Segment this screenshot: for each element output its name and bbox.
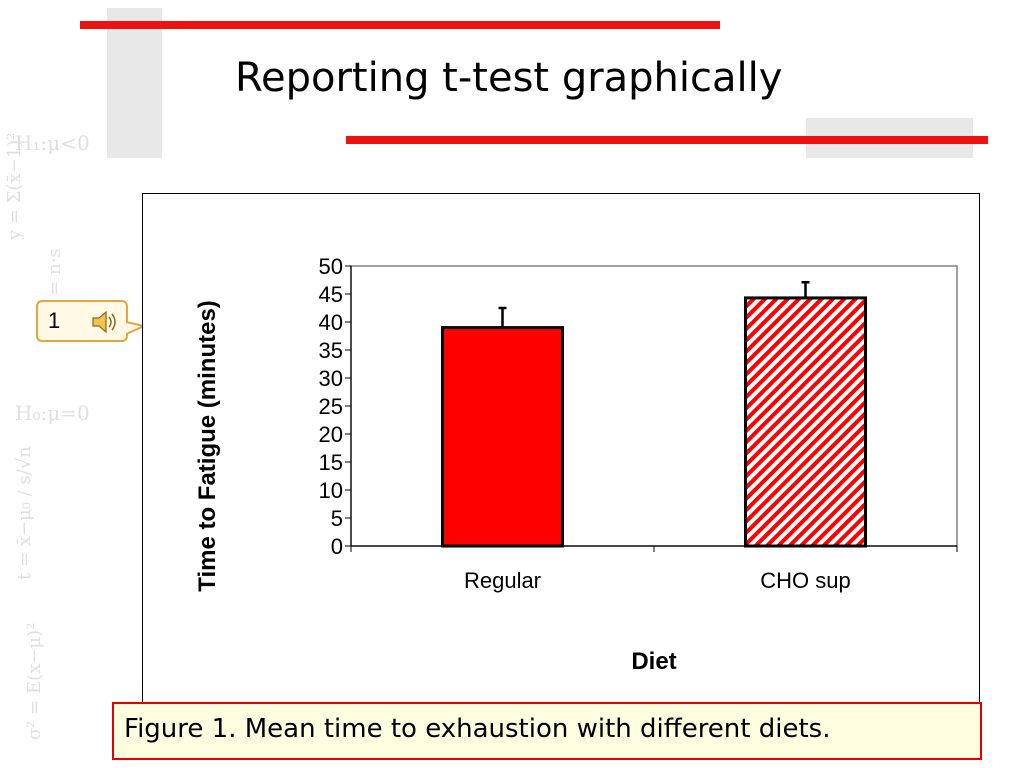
svg-text:σ² = E(x−μ)²: σ² = E(x−μ)² xyxy=(24,623,45,740)
slide-title: Reporting t-test graphically xyxy=(235,55,783,101)
y-tick-label: 45 xyxy=(319,282,343,307)
svg-text:H₁:μ<0: H₁:μ<0 xyxy=(15,131,90,155)
speaker-icon[interactable] xyxy=(90,308,120,336)
bar xyxy=(441,326,564,548)
svg-text:t = x̄−μ₀ / s/√n: t = x̄−μ₀ / s/√n xyxy=(14,446,35,580)
x-tick-label: Regular xyxy=(464,568,541,593)
svg-text:y = Σ(x̄−1)²: y = Σ(x̄−1)² xyxy=(4,133,25,241)
y-tick-label: 15 xyxy=(319,450,343,475)
formula-watermark-decoration: H₁:μ<0 H₀:μ=0 y = Σ(x̄−1)² W = n·s t = x… xyxy=(4,131,90,740)
y-tick-label: 0 xyxy=(331,534,343,559)
decor-red-line-top xyxy=(80,21,720,29)
y-axis-title: Time to Fatigue (minutes) xyxy=(194,300,221,592)
figure-caption: Figure 1. Mean time to exhaustion with d… xyxy=(124,714,831,744)
y-tick-label: 35 xyxy=(319,338,343,363)
x-axis-title: Diet xyxy=(631,648,676,675)
caption-box: Figure 1. Mean time to exhaustion with d… xyxy=(112,702,982,760)
y-tick-label: 40 xyxy=(319,310,343,335)
chart-frame: 0 5 10 15 20 25 30 35 40 45 50 Regular CHO sup Time t… xyxy=(142,193,980,703)
audio-callout[interactable]: 1 xyxy=(36,300,128,342)
y-tick-label: 25 xyxy=(319,394,343,419)
y-tick-label: 30 xyxy=(319,366,343,391)
bar xyxy=(744,296,867,548)
x-tick-label: CHO sup xyxy=(760,568,850,593)
decor-red-line-bottom xyxy=(346,136,988,144)
y-tick-label: 5 xyxy=(331,506,343,531)
callout-pointer xyxy=(126,320,146,336)
bar-chart: 0 5 10 15 20 25 30 35 40 45 50 Regular CHO sup Time t… xyxy=(194,254,958,675)
callout-number: 1 xyxy=(48,308,61,333)
decor-gray-bar-left xyxy=(107,8,162,158)
svg-text:H₀:μ=0: H₀:μ=0 xyxy=(15,401,90,425)
y-tick-label: 20 xyxy=(319,422,343,447)
y-tick-label: 10 xyxy=(319,478,343,503)
y-tick-label: 50 xyxy=(319,254,343,279)
